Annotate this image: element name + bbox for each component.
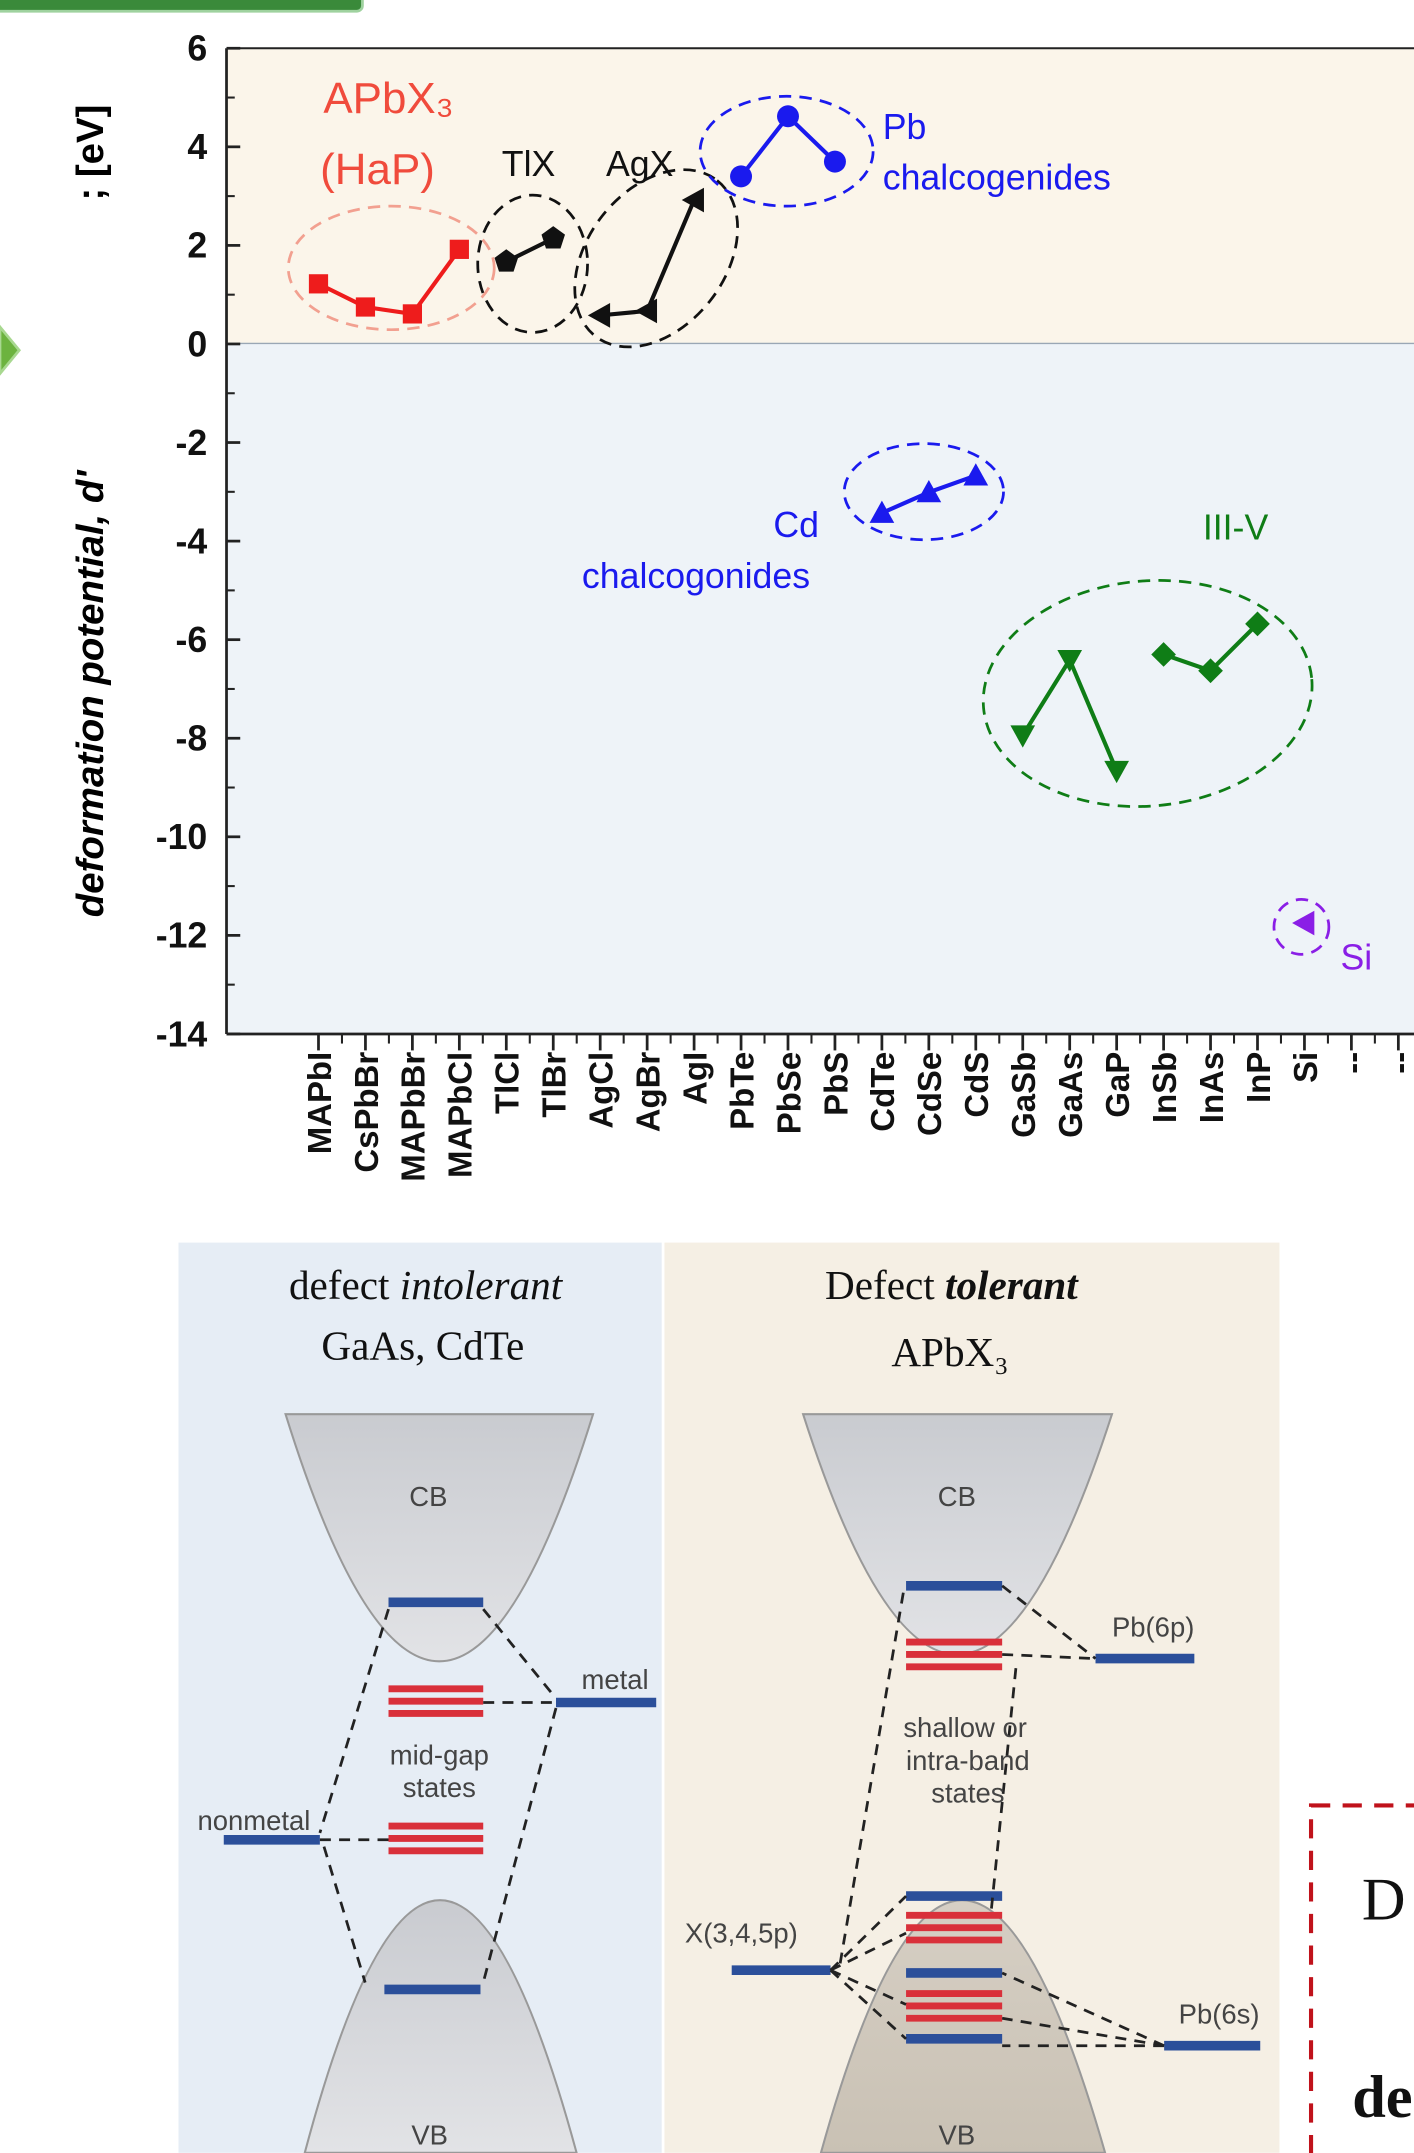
level-label: intra-band (906, 1745, 1030, 1776)
group-label: chalcogenides (883, 158, 1111, 198)
band-label: CB (938, 1481, 976, 1512)
marker (824, 151, 846, 173)
x-tick-label: PbSe (770, 1052, 807, 1134)
y-tick-label: 2 (187, 226, 207, 266)
x-tick-label: -- (1381, 1052, 1414, 1074)
marker (309, 274, 328, 293)
slide-tab (0, 0, 362, 11)
x-tick-label: PbTe (723, 1052, 760, 1130)
right-title: Defect tolerant (825, 1262, 1079, 1308)
level-label: X(3,4,5p) (685, 1918, 798, 1949)
group-label: AgX (606, 144, 674, 184)
level-label: Pb(6p) (1112, 1612, 1194, 1643)
x-tick-label: MAPbI (301, 1052, 338, 1154)
x-tick-label: GaSb (1005, 1052, 1042, 1138)
x-tick-label: MAPbBr (395, 1052, 432, 1182)
marker (356, 297, 375, 316)
x-tick-label: PbS (817, 1052, 854, 1116)
right-subtitle: APbX₃ (891, 1329, 1008, 1375)
x-tick-label: AgBr (630, 1052, 667, 1133)
x-tick-label: AgI (676, 1052, 713, 1105)
x-tick-label: InSb (1146, 1052, 1183, 1123)
band-label: VB (411, 2120, 448, 2151)
y-tick-label: -4 (176, 521, 208, 561)
y-tick-label: -14 (156, 1014, 208, 1054)
y-tick-label: 6 (187, 29, 207, 69)
x-tick-label: AgCl (583, 1052, 620, 1129)
x-tick-label: CdSe (911, 1052, 948, 1136)
y-tick-label: -12 (156, 916, 208, 956)
negative-region (227, 343, 1414, 1034)
x-tick-label: CdTe (864, 1052, 901, 1132)
left-subtitle: GaAs, CdTe (321, 1322, 524, 1368)
note-text: D (1362, 1866, 1406, 1933)
level-label: shallow or (903, 1712, 1027, 1743)
x-tick-label: GaAs (1052, 1052, 1089, 1138)
band-label: CB (409, 1481, 447, 1512)
group-label: (HaP) (320, 145, 435, 194)
marker (777, 105, 799, 127)
y-tick-label: -10 (156, 817, 208, 857)
level-label: mid-gap (390, 1739, 489, 1770)
marker (730, 165, 752, 187)
left-title: defect intolerant (289, 1262, 564, 1308)
x-tick-label: Si (1287, 1052, 1324, 1083)
level-label: states (403, 1772, 476, 1803)
group-label: TlX (502, 144, 556, 184)
level-label: states (931, 1778, 1004, 1809)
marker (403, 304, 422, 323)
title-emphasis: intolerant (400, 1262, 564, 1308)
figure: deformation potential, d' ; [eV] defect … (0, 0, 1414, 2153)
x-tick-label: InAs (1193, 1052, 1230, 1123)
group-label: APbX₃ (323, 74, 453, 123)
marker (450, 240, 469, 259)
group-label: III-V (1203, 508, 1269, 548)
x-tick-label: -- (1334, 1052, 1371, 1074)
level-label: nonmetal (198, 1805, 311, 1836)
y-tick-label: -6 (176, 620, 208, 660)
y-axis-unit: ; [eV] (69, 105, 112, 201)
y-tick-label: -8 (176, 719, 208, 759)
level-label: metal (581, 1664, 648, 1695)
y-tick-label: 0 (187, 324, 207, 364)
title-text: Defect (825, 1262, 945, 1308)
page: deformation potential, d' ; [eV] defect … (0, 0, 1414, 2153)
x-tick-label: MAPbCl (442, 1052, 479, 1178)
x-tick-label: TlCl (489, 1052, 526, 1114)
group-label: Pb (883, 107, 927, 147)
note-text: de (1352, 2064, 1412, 2131)
band-label: VB (939, 2120, 976, 2151)
x-tick-label: GaP (1099, 1052, 1136, 1118)
x-tick-label: InP (1240, 1052, 1277, 1103)
group-label: Cd (773, 505, 819, 545)
slide-arrow (0, 327, 19, 374)
title-emphasis: tolerant (945, 1262, 1079, 1308)
group-label: chalcogonides (582, 556, 810, 596)
group-label: Si (1340, 937, 1372, 977)
x-tick-label: CsPbBr (348, 1052, 385, 1173)
y-axis-label: deformation potential, d' (69, 469, 112, 918)
level-label: Pb(6s) (1179, 1999, 1260, 2030)
x-tick-label: CdS (958, 1052, 995, 1118)
y-tick-label: -2 (176, 423, 208, 463)
x-tick-label: TlBr (536, 1052, 573, 1118)
title-text: defect (289, 1262, 400, 1308)
y-tick-label: 4 (187, 127, 207, 167)
